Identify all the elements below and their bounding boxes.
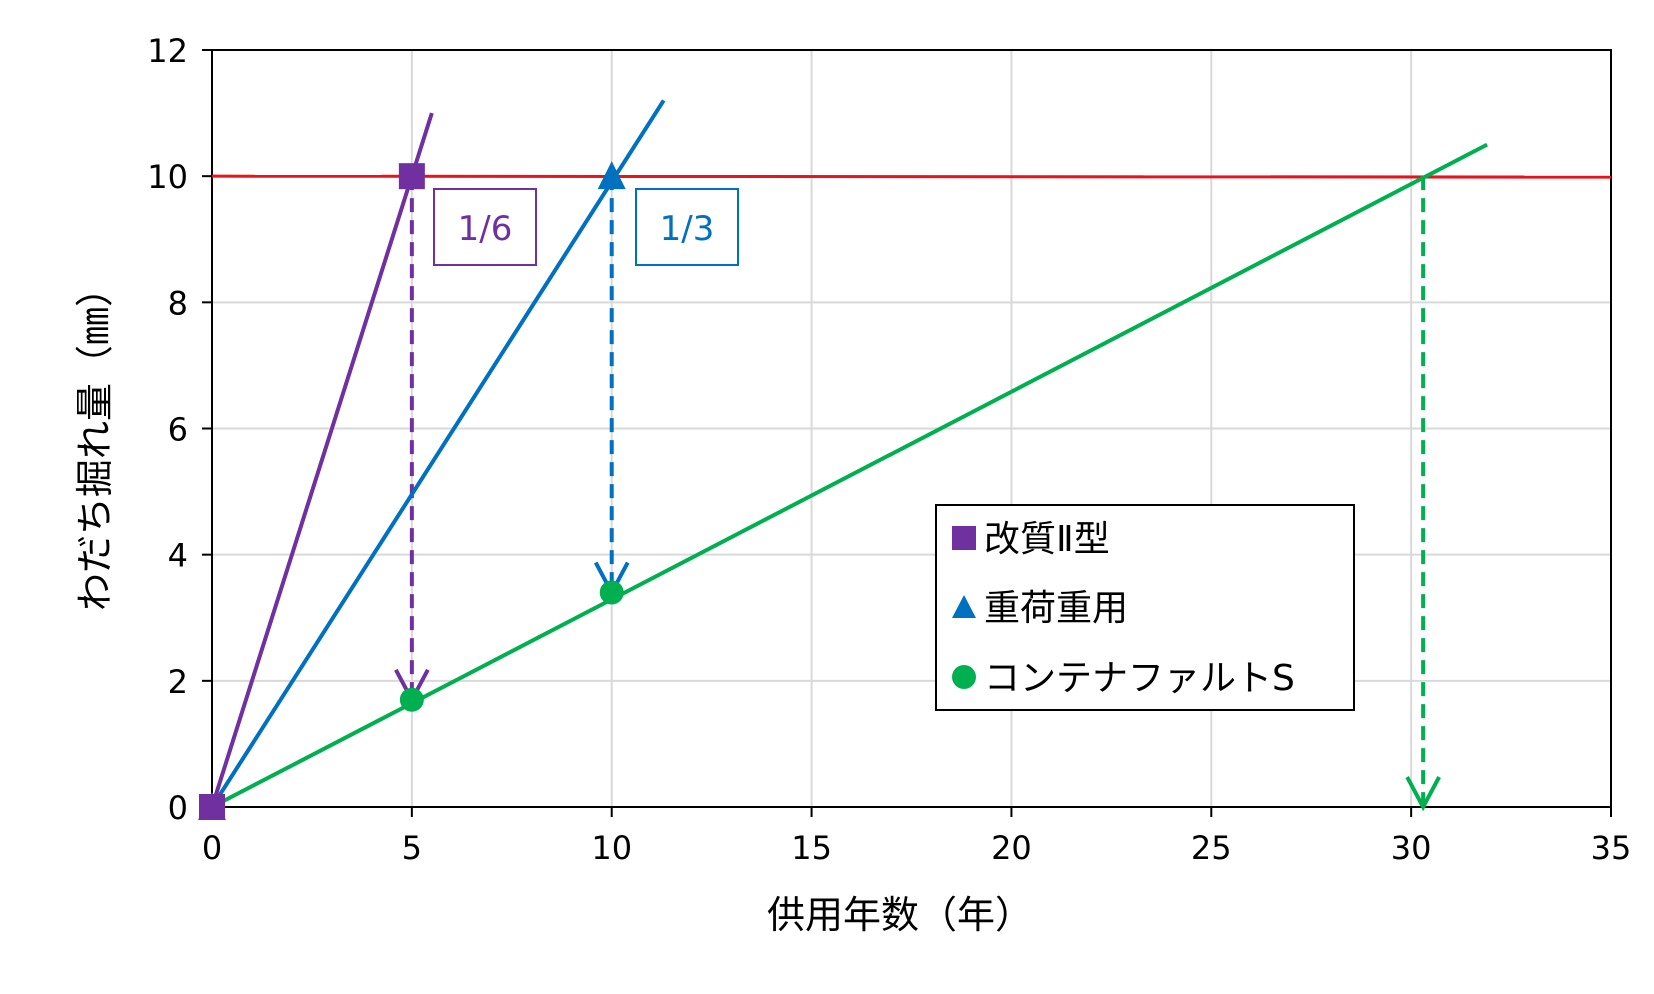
x-axis-title: 供用年数（年） [767, 893, 1033, 937]
y-tick-label: 2 [168, 663, 188, 701]
series-markers [198, 161, 626, 820]
series-line-2 [212, 142, 1489, 807]
threshold-line-y10 [211, 174, 1612, 179]
x-tick-label: 35 [1591, 829, 1632, 867]
y-tick-label: 4 [168, 537, 188, 575]
marker-circle [599, 580, 624, 605]
x-tick-label: 20 [991, 829, 1032, 867]
marker-square [398, 163, 425, 190]
x-tick-label: 25 [1191, 829, 1232, 867]
x-tick-label: 5 [402, 829, 422, 867]
series-line-0 [212, 112, 434, 807]
series-lines [212, 99, 1489, 807]
series-line-1 [212, 99, 666, 807]
y-tick-label: 10 [147, 158, 188, 196]
y-tick-label: 6 [168, 411, 188, 449]
y-tick-label: 8 [168, 284, 188, 322]
annotation-1-3: 1/3 [635, 188, 739, 266]
y-tick-label: 0 [168, 789, 188, 827]
legend-marker-triangle [952, 595, 976, 618]
y-tick-label: 12 [147, 32, 188, 70]
threshold-line [211, 174, 1612, 179]
annotation-1-3-box [635, 188, 739, 266]
marker-triangle [597, 161, 626, 190]
arrow-group [394, 176, 1441, 812]
annotation-1-6-text: 1/6 [458, 209, 513, 249]
legend-label-kaishitsu: 改質Ⅱ型 [984, 519, 1110, 560]
annotation-1-6-box [433, 188, 537, 266]
x-tick-label: 10 [591, 829, 632, 867]
marker-circle [399, 687, 424, 712]
arrow-head [1405, 776, 1441, 812]
legend-label-containerphalt: コンテナファルトS [984, 658, 1295, 699]
tick-labels: 0 5 10 15 20 25 30 35 0 2 4 6 8 10 12 [147, 32, 1631, 867]
legend-label-juukajuuyou: 重荷重用 [984, 588, 1128, 629]
x-tick-label: 0 [202, 829, 222, 867]
plot-frame [211, 49, 1612, 808]
legend-marker-square [952, 526, 976, 550]
x-tick-label: 15 [791, 829, 832, 867]
x-tick-label: 30 [1391, 829, 1432, 867]
y-axis-title: わだち掘れ量（㎜） [73, 269, 117, 611]
marker-square [199, 794, 225, 820]
annotation-1-3-text: 1/3 [660, 209, 715, 249]
legend: 改質Ⅱ型 重荷重用 コンテナファルトS [935, 504, 1355, 711]
annotation-1-6: 1/6 [433, 188, 537, 266]
legend-box [935, 504, 1355, 711]
legend-marker-circle [952, 665, 976, 689]
